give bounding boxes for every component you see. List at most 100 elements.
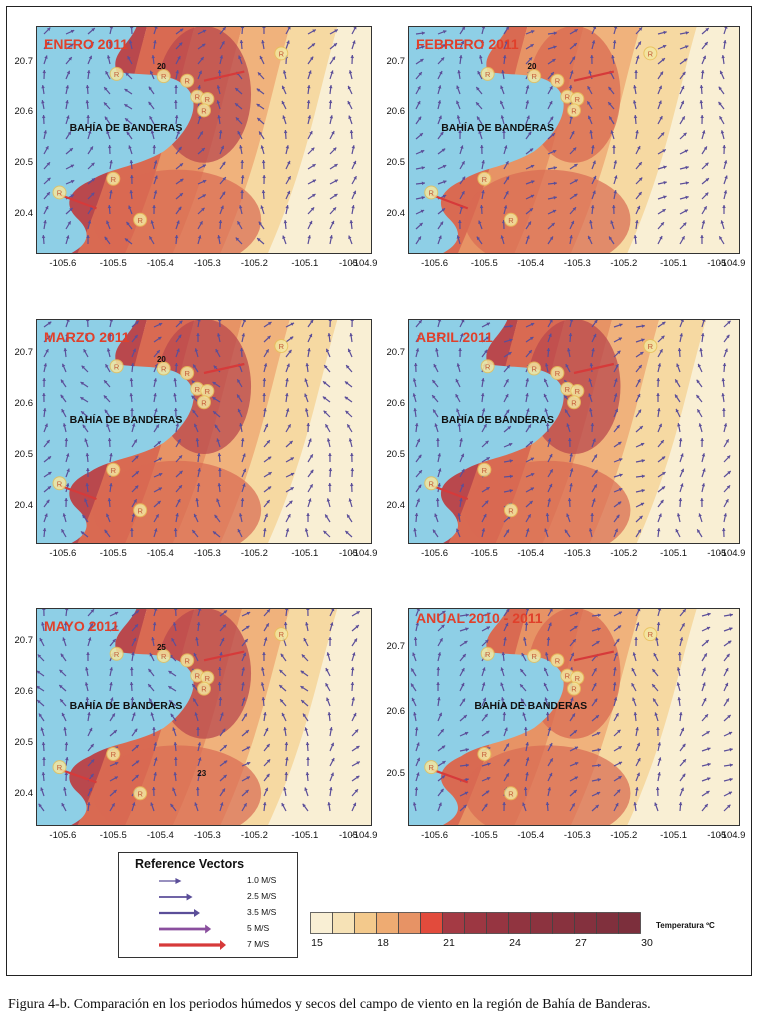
wind-vector-head (679, 637, 684, 641)
wind-vector-head (333, 43, 337, 47)
wind-vector-head (552, 209, 557, 214)
wind-vector-head (290, 487, 294, 491)
wind-vector-head (85, 453, 90, 457)
wind-vector-head (194, 423, 198, 428)
map-border (408, 319, 740, 544)
wind-vector-head (331, 131, 335, 135)
wind-vector-head (436, 438, 440, 442)
wind-vector-head (527, 221, 531, 226)
wind-vector-head (177, 56, 181, 60)
wind-vector-head (59, 669, 63, 674)
wind-vector-head (124, 89, 129, 93)
wind-map-panel: R R R R R R R R R R ANUAL 2010 - 2011 BAHÍA DE BAND… (408, 608, 740, 826)
wind-vector-head (505, 379, 509, 383)
svg-text:R: R (482, 175, 488, 184)
wind-vector-head (106, 348, 111, 352)
wind-vector-head (104, 87, 108, 91)
wind-vector-head (703, 146, 707, 150)
wind-vector-head (195, 498, 199, 502)
wind-vector-head (41, 235, 46, 239)
svg-text:R: R (485, 650, 491, 659)
wind-vector-head (306, 100, 311, 104)
wind-vector-head (522, 802, 526, 807)
x-tick-label: -105.2 (610, 548, 638, 559)
colorbar-swatch (508, 912, 531, 934)
wind-vector-head (312, 29, 316, 33)
wind-vector-head (350, 682, 355, 686)
wind-vector-head (348, 438, 353, 442)
wind-vector-head (260, 145, 265, 149)
wind-vector-head (84, 682, 89, 686)
wind-vector-head (616, 514, 620, 519)
wind-vector-head (168, 686, 172, 690)
wind-vector-head (281, 712, 286, 717)
wind-vector-head (344, 396, 349, 400)
reference-vector-label: 3.5 M/S (247, 907, 277, 917)
map-border (408, 608, 740, 826)
wind-vector-head (90, 773, 94, 778)
wind-vector-head (702, 468, 706, 472)
wind-vector-head (411, 683, 415, 687)
svg-text:R: R (111, 750, 117, 759)
bay-label: BAHÍA DE BANDERAS (69, 413, 183, 426)
wind-vector-head (305, 622, 309, 626)
svg-text:R: R (57, 763, 63, 772)
station-marker: R (197, 103, 211, 118)
colorbar-swatch (464, 912, 487, 934)
wind-vector-head (216, 438, 220, 442)
wind-vector-head (635, 727, 639, 731)
wind-vector-head (266, 773, 270, 778)
wind-vector-head (201, 43, 206, 48)
svg-text:R: R (429, 188, 435, 197)
wind-vector-head (416, 742, 420, 746)
colorbar-swatch (574, 912, 597, 934)
wind-vector-head (678, 712, 683, 716)
wind-vector-head (458, 220, 462, 224)
wind-vector-head (412, 802, 417, 806)
x-tick-label: -104.9 (718, 258, 746, 269)
wind-vector-head (438, 235, 442, 239)
wind-vector-head (530, 487, 534, 491)
wind-vector-head (421, 31, 425, 35)
wind-vector-head (285, 528, 290, 532)
wind-vector-head (612, 40, 617, 44)
colorbar-swatch (552, 912, 575, 934)
wind-vector-head (169, 700, 173, 704)
wind-vector-head (641, 324, 645, 328)
wind-vector-head (114, 611, 119, 616)
wind-vector-head (216, 333, 221, 337)
wind-vector-head (677, 697, 681, 701)
svg-text:R: R (201, 398, 207, 407)
wind-vector-head (235, 237, 240, 241)
wind-vector-head (158, 322, 163, 327)
svg-text:R: R (279, 342, 285, 351)
wind-vector-head (197, 772, 201, 776)
wind-vector-head (505, 161, 509, 165)
svg-text:R: R (555, 77, 561, 86)
wind-vector-head (508, 442, 513, 447)
wind-vector-head (177, 499, 181, 503)
station-marker: R (570, 670, 585, 685)
wind-vector-head (237, 394, 241, 398)
wind-vector-head (591, 348, 595, 352)
temperature-band (267, 608, 372, 826)
wind-vector-head (704, 714, 708, 718)
wind-vector-head (436, 333, 441, 337)
wind-vector-head (704, 192, 709, 196)
wind-vector-head (149, 236, 153, 240)
wind-vector-head (103, 102, 108, 106)
wind-vector-head (149, 652, 153, 657)
wind-vector-head (213, 411, 217, 415)
svg-text:R: R (114, 362, 120, 371)
wind-vector-head (529, 208, 533, 212)
temperature-band (626, 26, 740, 254)
wind-vector-head (63, 787, 67, 791)
wind-vector-head (353, 712, 357, 717)
wind-vector-head (284, 772, 289, 776)
wind-vector-head (597, 627, 601, 631)
wind-vector-head (41, 85, 45, 89)
wind-vector-head (705, 162, 709, 167)
x-tick-label: -105.3 (563, 548, 591, 559)
wind-vector-head (545, 802, 550, 806)
wind-vector-head (246, 611, 251, 616)
